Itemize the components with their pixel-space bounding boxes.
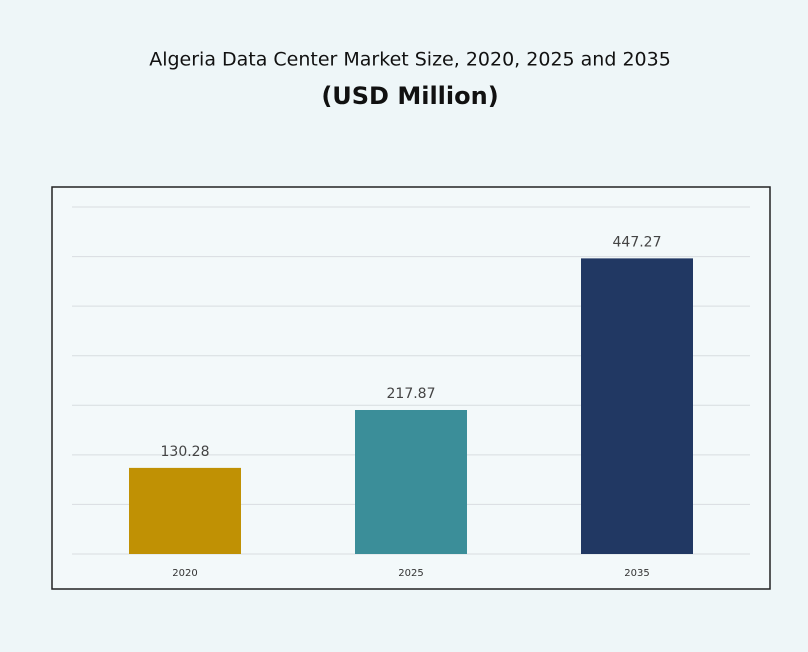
bar bbox=[355, 409, 467, 554]
bar bbox=[581, 258, 693, 554]
value-label: 130.28 bbox=[161, 444, 210, 460]
chart-title: Algeria Data Center Market Size, 2020, 2… bbox=[149, 49, 671, 71]
x-tick-label: 2035 bbox=[624, 568, 649, 579]
value-label: 447.27 bbox=[613, 234, 662, 250]
chart-subtitle: (USD Million) bbox=[321, 82, 498, 110]
value-label: 217.87 bbox=[387, 386, 436, 402]
x-tick-label: 2025 bbox=[398, 568, 423, 579]
bar bbox=[129, 467, 241, 554]
x-tick-label: 2020 bbox=[172, 568, 197, 579]
